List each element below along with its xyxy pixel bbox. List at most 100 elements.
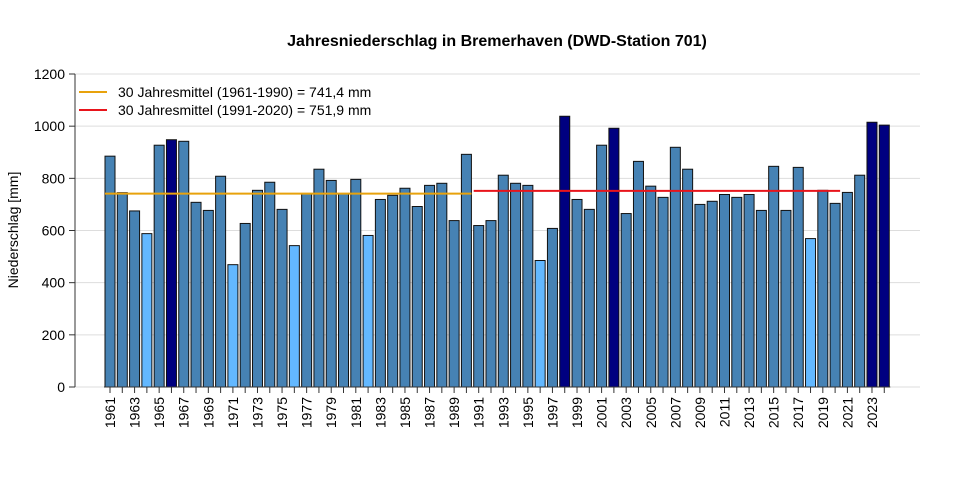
bar-1997 bbox=[546, 227, 558, 388]
x-tick-label: 2001 bbox=[594, 397, 610, 428]
bar-2013 bbox=[743, 194, 755, 388]
bar-2014 bbox=[755, 209, 767, 388]
bar-1989 bbox=[448, 220, 460, 388]
x-tick-label: 2023 bbox=[864, 397, 880, 428]
bar-1984 bbox=[387, 194, 399, 388]
bar-1982 bbox=[362, 234, 374, 388]
x-tick-label: 1961 bbox=[102, 397, 118, 428]
x-tick-label: 2003 bbox=[618, 397, 634, 428]
bar-2000 bbox=[583, 208, 595, 388]
x-tick-label: 2015 bbox=[766, 397, 782, 428]
bar-2005 bbox=[645, 185, 657, 388]
bar-2010 bbox=[706, 200, 718, 388]
x-tick-label: 1979 bbox=[323, 397, 339, 428]
bar-1985 bbox=[399, 187, 411, 388]
bar-1963 bbox=[129, 210, 141, 388]
bar-1975 bbox=[276, 208, 288, 388]
bar-1994 bbox=[510, 182, 522, 388]
x-tick-label: 1983 bbox=[372, 397, 388, 428]
bar-2015 bbox=[768, 165, 780, 388]
x-tick-label: 2019 bbox=[815, 397, 831, 428]
bar-2019 bbox=[817, 189, 829, 388]
x-tick-label: 1965 bbox=[151, 397, 167, 428]
bar-1964 bbox=[141, 233, 153, 388]
bar-2001 bbox=[596, 144, 608, 388]
x-tick-label: 1967 bbox=[176, 397, 192, 428]
y-tick-label: 200 bbox=[42, 327, 66, 343]
bar-1962 bbox=[116, 192, 128, 388]
x-tick-label: 1971 bbox=[225, 397, 241, 428]
bar-2018 bbox=[805, 238, 817, 388]
bar-1988 bbox=[436, 182, 448, 388]
bar-1983 bbox=[374, 198, 386, 388]
x-tick-label: 1991 bbox=[471, 397, 487, 428]
chart-title: Jahresniederschlag in Bremerhaven (DWD-S… bbox=[287, 33, 707, 50]
bar-1990 bbox=[460, 153, 472, 388]
bar-2006 bbox=[657, 196, 669, 388]
bar-1973 bbox=[251, 189, 263, 388]
x-tick-label: 2007 bbox=[667, 397, 683, 428]
x-tick-label: 1997 bbox=[544, 397, 560, 428]
bar-2021 bbox=[841, 191, 853, 388]
bar-1965 bbox=[153, 144, 165, 388]
bar-2011 bbox=[719, 194, 730, 388]
bar-1968 bbox=[190, 201, 202, 388]
bar-2024 bbox=[878, 124, 890, 388]
x-tick-label: 1981 bbox=[348, 397, 364, 428]
x-tick-label: 1969 bbox=[200, 397, 216, 428]
bar-2016 bbox=[780, 209, 792, 388]
bar-2020 bbox=[829, 202, 841, 388]
y-tick-label: 800 bbox=[42, 170, 66, 186]
y-tick-label: 400 bbox=[42, 275, 66, 291]
x-tick-label: 1987 bbox=[422, 397, 438, 428]
legend-label: 30 Jahresmittel (1991-2020) = 751,9 mm bbox=[118, 102, 371, 118]
bar-1995 bbox=[522, 184, 534, 388]
bar-2002 bbox=[608, 127, 620, 388]
y-axis-label: Niederschlag [mm] bbox=[5, 172, 21, 289]
bar-1986 bbox=[411, 206, 423, 388]
x-tick-label: 2009 bbox=[692, 397, 708, 428]
x-tick-label: 1963 bbox=[127, 397, 143, 428]
bar-1991 bbox=[473, 225, 485, 388]
bar-1993 bbox=[497, 174, 509, 388]
bar-1978 bbox=[313, 168, 325, 388]
bar-1976 bbox=[288, 245, 300, 388]
x-tick-label: 1985 bbox=[397, 397, 413, 428]
x-tick-label: 1989 bbox=[446, 397, 462, 428]
x-tick-label: 1995 bbox=[520, 397, 536, 428]
x-tick-label: 1999 bbox=[569, 397, 585, 428]
bar-2004 bbox=[632, 160, 644, 388]
x-tick-label: 2021 bbox=[839, 397, 855, 428]
y-tick-label: 600 bbox=[42, 223, 66, 239]
bar-1979 bbox=[325, 179, 337, 388]
bar-1998 bbox=[559, 115, 571, 388]
bar-1970 bbox=[215, 175, 227, 388]
x-tick-label: 2011 bbox=[717, 397, 733, 427]
x-tick-label: 1973 bbox=[249, 397, 265, 428]
x-tick-label: 2013 bbox=[741, 397, 757, 428]
y-tick-label: 0 bbox=[57, 379, 65, 395]
bar-2022 bbox=[854, 174, 866, 388]
bar-1980 bbox=[338, 192, 350, 388]
bar-2023 bbox=[866, 121, 878, 388]
bar-2017 bbox=[792, 166, 804, 388]
bar-1961 bbox=[104, 155, 116, 388]
bar-2008 bbox=[682, 168, 694, 388]
x-tick-label: 2017 bbox=[790, 397, 806, 428]
bar-2007 bbox=[669, 146, 681, 388]
bar-2009 bbox=[694, 203, 706, 388]
bar-1969 bbox=[202, 209, 214, 388]
bar-1974 bbox=[264, 181, 276, 388]
legend-label: 30 Jahresmittel (1961-1990) = 741,4 mm bbox=[118, 84, 371, 100]
x-tick-label: 1975 bbox=[274, 397, 290, 428]
y-tick-label: 1000 bbox=[34, 118, 65, 134]
bar-1992 bbox=[485, 220, 497, 388]
bar-1971 bbox=[227, 264, 239, 388]
x-tick-label: 2005 bbox=[643, 397, 659, 428]
bar-2003 bbox=[620, 213, 632, 388]
bar-1981 bbox=[350, 178, 362, 388]
bar-1966 bbox=[165, 139, 177, 388]
x-tick-label: 1993 bbox=[495, 397, 511, 428]
